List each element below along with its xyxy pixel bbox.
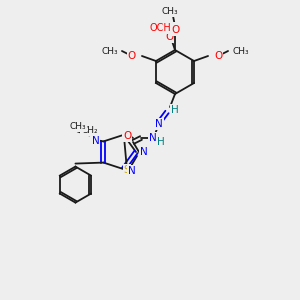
Text: N: N xyxy=(155,119,163,129)
Text: O: O xyxy=(165,32,173,42)
Text: N: N xyxy=(92,136,99,146)
Text: O: O xyxy=(214,51,222,61)
Text: H: H xyxy=(171,105,179,115)
Text: OCH₃: OCH₃ xyxy=(149,23,175,33)
Text: CH₃: CH₃ xyxy=(232,46,249,56)
Text: S: S xyxy=(124,165,130,175)
Text: N: N xyxy=(149,133,157,143)
Text: CH₃: CH₃ xyxy=(162,8,178,16)
Text: CH₃: CH₃ xyxy=(69,122,86,131)
Text: N: N xyxy=(140,147,148,157)
Text: H: H xyxy=(157,137,165,147)
Text: O: O xyxy=(128,51,136,61)
Text: O: O xyxy=(171,25,179,35)
Text: O: O xyxy=(123,131,131,141)
Text: N: N xyxy=(128,166,135,176)
Text: CH₂: CH₂ xyxy=(81,126,98,135)
Text: CH₃: CH₃ xyxy=(101,46,118,56)
